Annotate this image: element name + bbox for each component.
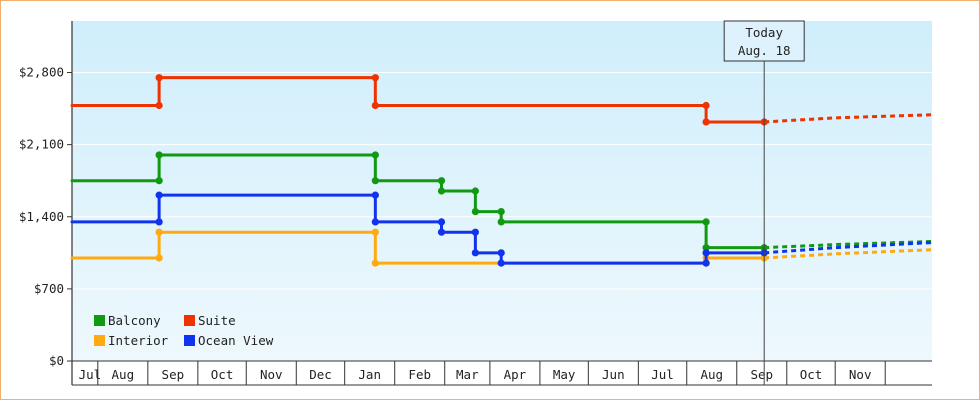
ocean-view-point [437, 228, 446, 236]
today-label: Today [745, 25, 783, 40]
x-tick-label: Mar [456, 367, 479, 382]
balcony-point [497, 218, 505, 226]
suite-point [155, 74, 163, 82]
y-tick-label: $700 [34, 281, 64, 296]
ocean-view-point [471, 228, 479, 236]
legend-label: Interior [108, 333, 169, 348]
x-tick-label: Sep [750, 367, 773, 382]
x-tick-label: Aug [112, 367, 135, 382]
x-tick-label: Sep [162, 367, 185, 382]
balcony-point [497, 208, 505, 216]
ocean-view-point [497, 259, 505, 267]
interior-point [371, 259, 379, 267]
x-tick-label: Nov [260, 367, 283, 382]
y-tick-label: $2,800 [19, 65, 64, 80]
ocean-view-point [702, 259, 710, 267]
plot-area [72, 21, 932, 361]
balcony-history-line [70, 153, 766, 250]
interior-point [155, 228, 163, 236]
interior-point [371, 228, 379, 236]
suite-projection-line [764, 113, 933, 124]
x-tick-label: Oct [800, 367, 823, 382]
balcony-point [471, 187, 479, 195]
y-tick-label: $0 [49, 353, 64, 368]
axes: $0 $700 $1,400 $2,100 $2,800 Jul Aug Sep Oct Nov D… [19, 21, 932, 386]
ocean-view-point [497, 249, 505, 257]
legend-label: Suite [198, 313, 236, 328]
suite-point [155, 101, 163, 110]
balcony-point [155, 151, 163, 159]
suite-point [702, 101, 710, 110]
ocean-view-projection-line [764, 241, 933, 255]
ocean-view-point [371, 218, 379, 226]
x-tick-label: Jan [358, 367, 381, 382]
y-tick-label: $1,400 [19, 209, 64, 224]
balcony-point [437, 177, 446, 185]
ocean-view-point [155, 218, 163, 226]
x-tick-label: Jun [602, 367, 625, 382]
x-tick-label: May [553, 367, 576, 382]
legend-swatch [184, 335, 195, 346]
grid-lines [72, 72, 932, 290]
x-tick-label: Aug [700, 367, 723, 382]
legend-label: Ocean View [198, 333, 274, 348]
x-tick-label: Oct [211, 367, 234, 382]
balcony-point [437, 187, 446, 195]
x-tick-label: Apr [504, 367, 527, 382]
balcony-point [471, 208, 479, 216]
x-tick-label: Nov [849, 367, 872, 382]
x-tick-label: Dec [309, 367, 332, 382]
interior-point [155, 254, 163, 262]
legend-swatch [94, 335, 105, 346]
suite-point [702, 118, 710, 126]
suite-point [371, 101, 379, 110]
today-box [723, 20, 805, 62]
balcony-point [371, 177, 379, 185]
x-tick-label: Jul [651, 367, 674, 382]
balcony-point [155, 177, 163, 185]
balcony-point [702, 218, 710, 226]
legend-label: Balcony [108, 313, 161, 328]
balcony-projection-line [764, 239, 933, 250]
today-date-label: Aug. 18 [738, 43, 791, 58]
legend-swatch [184, 315, 195, 326]
ocean-view-point [371, 191, 379, 199]
x-tick-label: Feb [408, 367, 431, 382]
ocean-view-history-line [70, 193, 766, 265]
balcony-point [702, 244, 710, 252]
series-lines [70, 74, 933, 267]
y-tick-label: $2,100 [19, 137, 64, 152]
ocean-view-point [155, 191, 163, 199]
suite-point [371, 74, 379, 82]
legend-swatch [94, 315, 105, 326]
today-marker: Today Aug. 18 [723, 20, 805, 385]
ocean-view-point [702, 249, 710, 257]
ocean-view-point [471, 249, 479, 257]
ocean-view-point [437, 218, 446, 226]
interior-projection-line [764, 248, 933, 260]
legend: Balcony Suite Interior Ocean View [94, 313, 274, 348]
balcony-point [371, 151, 379, 159]
x-tick-label: Jul [79, 367, 102, 382]
